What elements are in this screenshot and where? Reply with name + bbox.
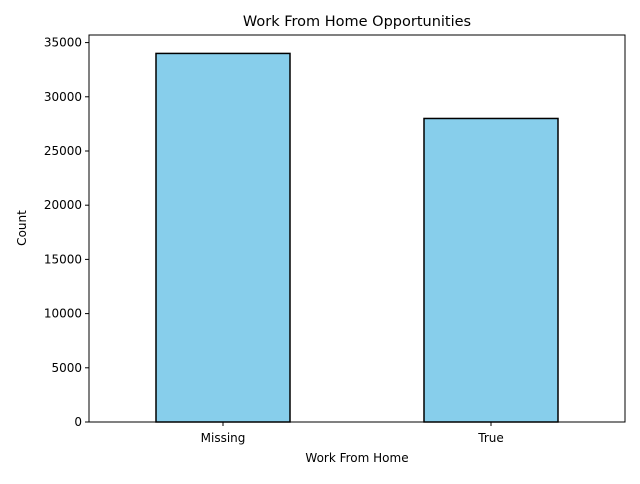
bar-missing — [155, 52, 291, 423]
y-tick-label: 0 — [74, 415, 82, 429]
y-tick-label: 15000 — [44, 252, 82, 266]
y-tick-label: 10000 — [44, 307, 82, 321]
y-tick-label: 25000 — [44, 144, 82, 158]
y-tick-label: 20000 — [44, 198, 82, 212]
y-tick-label: 30000 — [44, 90, 82, 104]
x-axis-label: Work From Home — [305, 451, 408, 465]
y-axis-label: Count — [15, 210, 29, 246]
plot-area-frame — [88, 34, 626, 423]
y-axis-ticks: 0 5000 10000 15000 20000 25000 30000 35000 — [44, 36, 89, 429]
y-tick-label: 5000 — [51, 361, 82, 375]
bar-true — [423, 117, 559, 423]
x-axis-ticks: Missing True — [201, 422, 504, 445]
x-tick-label: True — [477, 431, 504, 445]
x-tick-label: Missing — [201, 431, 246, 445]
y-tick-label: 35000 — [44, 36, 82, 50]
chart-title: Work From Home Opportunities — [243, 14, 471, 30]
bars-group — [155, 52, 559, 423]
